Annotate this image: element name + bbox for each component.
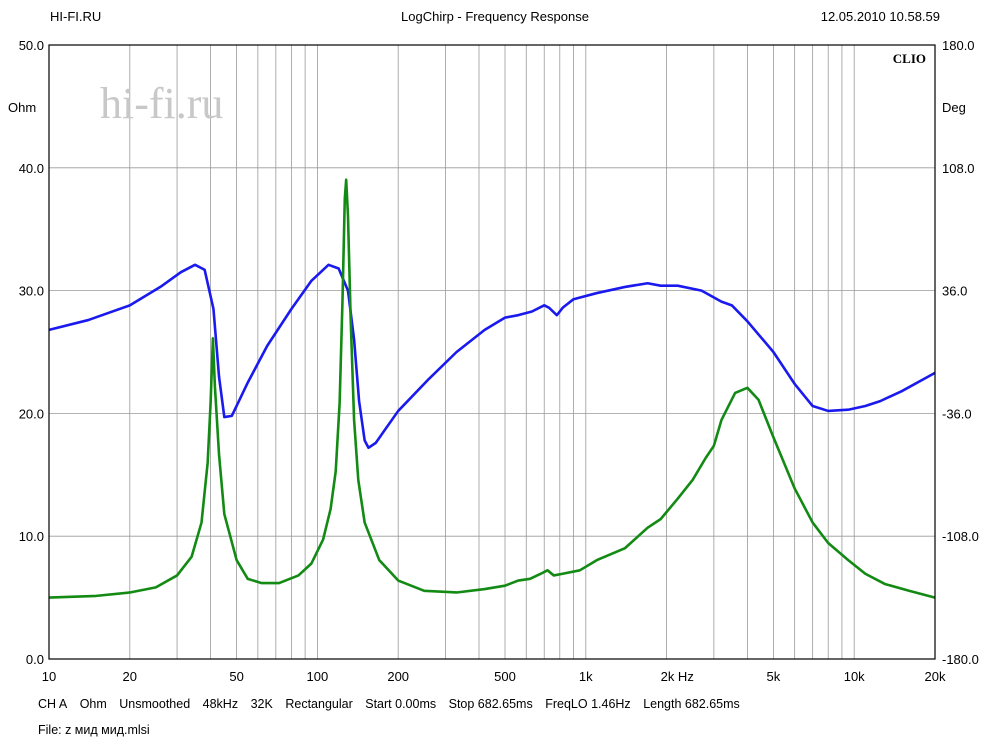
right-axis-tick-label: 180.0	[942, 38, 975, 53]
left-axis-tick-label: 30.0	[19, 284, 44, 299]
left-axis-unit-label: Ohm	[8, 100, 36, 115]
impedance-curve	[48, 263, 936, 450]
right-axis-tick-label: 36.0	[942, 284, 967, 299]
right-axis-tick-label: -36.0	[942, 406, 972, 421]
file-name: File: z мид мид.mlsi	[38, 723, 150, 737]
param-item: Length 682.65ms	[643, 697, 740, 711]
chart-title: LogChirp - Frequency Response	[401, 9, 589, 24]
x-axis-tick-label: 100	[307, 669, 329, 684]
x-axis-tick-label: 5k	[767, 669, 781, 684]
left-axis-tick-label: 40.0	[19, 161, 44, 176]
x-axis-tick-label: 50	[229, 669, 243, 684]
param-item: 48kHz	[202, 697, 239, 711]
left-axis-tick-label: 0.0	[26, 652, 44, 667]
x-axis-tick-label: 20k	[925, 669, 946, 684]
plot-frame	[48, 44, 936, 660]
x-axis-tick-label: 200	[387, 669, 409, 684]
right-axis-unit-label: Deg	[942, 100, 966, 115]
measurement-parameters: CH A Ohm Unsmoothed 48kHz 32K Rectangular Star…	[38, 697, 752, 711]
param-item: Unsmoothed	[119, 697, 191, 711]
right-axis-tick-label: -108.0	[942, 529, 979, 544]
param-item: CH A	[38, 697, 68, 711]
param-item: Ohm	[79, 697, 107, 711]
param-item: Stop 682.65ms	[448, 697, 533, 711]
x-axis-tick-label: 1k	[579, 669, 593, 684]
param-item: FreqLO 1.46Hz	[545, 697, 631, 711]
right-axis-tick-label: 108.0	[942, 161, 975, 176]
param-item: Rectangular	[285, 697, 353, 711]
grid	[49, 45, 935, 659]
param-item: Start 0.00ms	[365, 697, 437, 711]
x-axis-tick-label: 10k	[844, 669, 865, 684]
axis-labels: 50.0 180.0 40.0 108.0 30.0 36.0 20.0 -36.0 10.0 -…	[8, 38, 979, 684]
clio-brand-label: CLIO	[893, 51, 926, 66]
left-axis-tick-label: 10.0	[19, 529, 44, 544]
x-axis-tick-label: 20	[123, 669, 137, 684]
x-axis-tick-label: 10	[42, 669, 56, 684]
frequency-response-chart: hi-fi.ru CLIO 50.0 180.0 40.0 108.0 30.0 36.0…	[8, 38, 979, 684]
timestamp: 12.05.2010 10.58.59	[820, 9, 940, 24]
right-axis-tick-label: -180.0	[942, 652, 979, 667]
x-axis-tick-label: 2k Hz	[661, 669, 694, 684]
phase-curve	[48, 178, 936, 599]
watermark-logo: hi-fi.ru	[100, 79, 223, 128]
param-item: 32K	[250, 697, 273, 711]
left-axis-tick-label: 20.0	[19, 406, 44, 421]
x-axis-tick-label: 500	[494, 669, 516, 684]
left-axis-tick-label: 50.0	[19, 38, 44, 53]
header-left-label: HI-FI.RU	[50, 9, 102, 24]
